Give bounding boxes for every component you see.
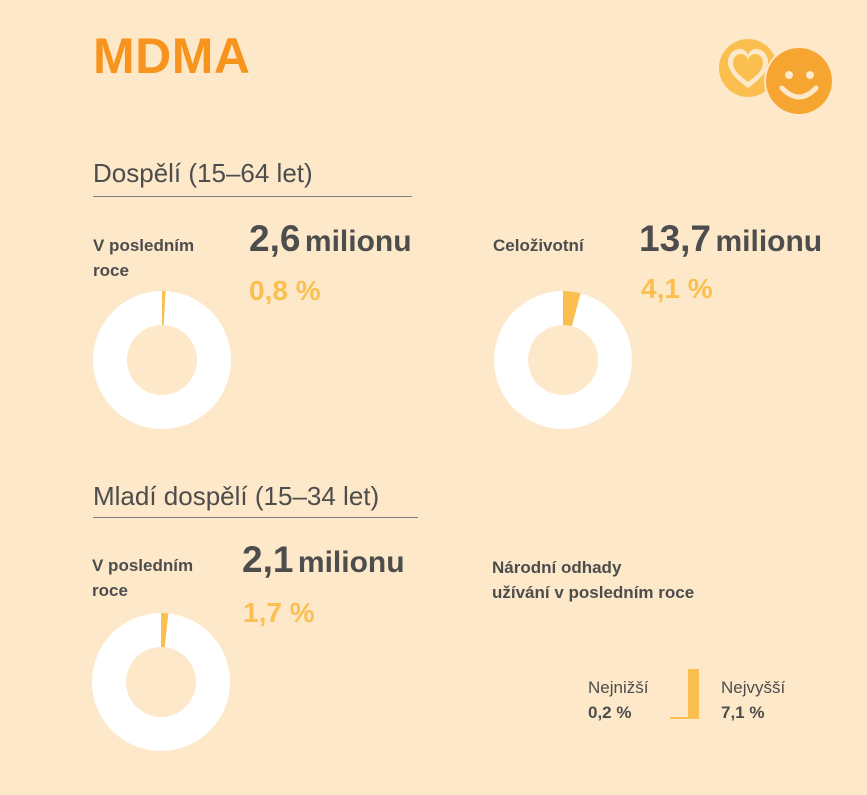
donut-segment [161, 613, 169, 648]
donut-chart-young-adults-last-year [92, 613, 230, 751]
percent-adults-lifetime: 4,1 % [641, 273, 713, 304]
legend-lowest-label: Nejnižší [588, 678, 649, 697]
donut-segment [162, 291, 166, 326]
heart-icon [719, 39, 777, 97]
legend-highest-value: 7,1 % [721, 703, 765, 722]
legend-highest-label: Nejvyšší [721, 678, 786, 697]
label-last-year-line1: V posledním [92, 556, 194, 575]
label-last-year-line2: roce [92, 581, 128, 600]
value-number: 13,7 [639, 218, 712, 259]
donut-ring [494, 291, 632, 429]
donut-chart-adults-last-year [93, 291, 231, 429]
section-divider [93, 517, 418, 518]
donut-ring [92, 613, 230, 751]
label-last-year-line2: roce [93, 261, 129, 280]
range-indicator [670, 669, 699, 719]
range-highest-bar [688, 669, 699, 719]
value-young-adults-last-year: 2,1 milionu [242, 540, 405, 588]
section-divider [93, 196, 412, 197]
value-number: 2,1 [242, 539, 294, 580]
value-unit: milionu [297, 546, 405, 579]
value-adults-lifetime: 13,7 milionu [639, 219, 822, 267]
percent-adults-last-year: 0,8 % [249, 275, 321, 306]
section-heading-young-adults: Mladí dospělí (15–34 let) [93, 481, 380, 511]
logo [719, 39, 834, 116]
donut-segment [563, 291, 581, 327]
donut-ring [93, 291, 231, 429]
national-estimates-title-line1: Národní odhady [492, 558, 622, 577]
value-unit: milionu [715, 225, 823, 258]
value-number: 2,6 [249, 218, 301, 259]
label-last-year-line1: V posledním [93, 236, 195, 255]
range-lowest-mark [670, 717, 696, 719]
smiley-face-icon [764, 46, 834, 116]
value-adults-last-year: 2,6 milionu [249, 219, 412, 267]
donut-chart-adults-lifetime [494, 291, 632, 429]
national-estimates-title-line2: užívání v posledním roce [492, 583, 695, 602]
percent-young-adults-last-year: 1,7 % [243, 597, 315, 628]
page-title: MDMA [93, 28, 251, 84]
legend-lowest-value: 0,2 % [588, 703, 632, 722]
value-unit: milionu [304, 225, 412, 258]
section-heading-adults: Dospělí (15–64 let) [93, 158, 313, 188]
label-lifetime: Celoživotní [493, 236, 584, 255]
